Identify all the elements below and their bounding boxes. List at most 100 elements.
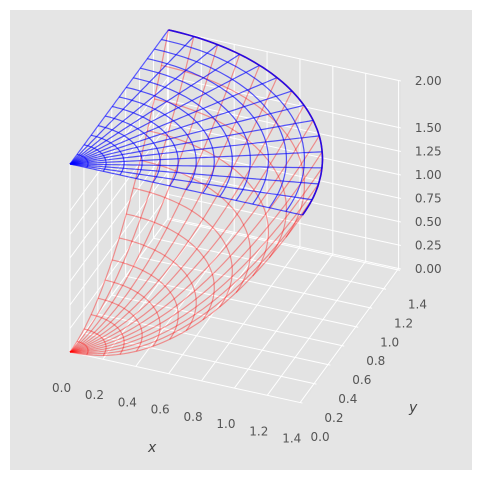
radial-line xyxy=(69,183,320,354)
radial-line xyxy=(69,199,313,355)
circle-line xyxy=(76,340,89,356)
floor-grid-y xyxy=(111,294,345,347)
floor-grid-x xyxy=(233,253,334,389)
radial-line xyxy=(69,151,323,165)
x-tick-label: 1.0 xyxy=(216,417,235,431)
radial-line xyxy=(69,44,219,165)
circle-line xyxy=(147,130,270,277)
radial-line xyxy=(69,64,260,165)
radial-line xyxy=(69,29,169,165)
radial-line xyxy=(69,104,305,165)
y-tick-label: 1.4 xyxy=(408,297,427,311)
back-grid-z xyxy=(168,76,402,129)
radial-line xyxy=(69,163,303,216)
y-axis-label: y xyxy=(408,400,418,416)
y-tick-label: 0.2 xyxy=(324,411,343,425)
floor-grid-x xyxy=(201,246,301,382)
radial-line xyxy=(69,151,323,353)
z-tick-label: 0.50 xyxy=(415,215,442,229)
circle-line xyxy=(119,237,197,331)
floor-grid-y xyxy=(167,218,401,271)
back-grid-z xyxy=(168,193,402,246)
surface-plane xyxy=(69,29,324,216)
floor-grid-y xyxy=(125,275,359,328)
radial-line xyxy=(69,163,323,169)
left-grid-z xyxy=(69,147,169,282)
radial-line xyxy=(69,77,278,353)
floor-grid-x xyxy=(168,239,268,374)
radial-line xyxy=(69,120,314,353)
radial-line xyxy=(69,163,313,201)
radial-line xyxy=(69,36,195,353)
x-tick-label: 0.2 xyxy=(85,388,104,402)
circle-line xyxy=(105,279,161,347)
radial-line xyxy=(69,44,219,353)
floor-grid-x xyxy=(102,224,202,360)
circle-line xyxy=(90,314,125,355)
y-tick-label: 0.0 xyxy=(311,430,330,444)
radial-line xyxy=(69,105,305,353)
left-grid-z xyxy=(69,123,169,259)
radial-line xyxy=(69,53,241,165)
floor-grid-y xyxy=(153,237,387,290)
y-tick-label: 1.2 xyxy=(394,316,413,330)
back-grid-z xyxy=(168,29,402,82)
circle-line xyxy=(161,64,305,238)
radial-line xyxy=(69,36,195,165)
floor-grid-x xyxy=(266,260,367,396)
floor-grid-y xyxy=(83,332,317,385)
y-tick-label: 1.0 xyxy=(380,335,399,349)
z-tick-label: 2.00 xyxy=(415,74,442,88)
left-grid-z xyxy=(69,217,169,353)
radial-line xyxy=(69,119,314,165)
radial-line xyxy=(69,214,303,357)
tick-labels: 0.0 0.2 0.4 0.6 0.8 1.0 1.2 1.4 0.0 0.2 0.4 0.6 0.8 1… xyxy=(52,74,442,446)
circle-line xyxy=(112,259,179,340)
floor-grid-y xyxy=(139,256,373,309)
x-tick-label: 1.2 xyxy=(249,424,268,438)
back-grid-z xyxy=(168,123,402,176)
back-grid-z xyxy=(168,217,402,270)
radial-line xyxy=(69,135,320,353)
radial-line xyxy=(69,90,293,353)
floor-grid-y xyxy=(97,313,331,366)
z-tick-label: 0.75 xyxy=(415,192,442,206)
radial-line xyxy=(70,167,323,353)
x-tick-label: 0.6 xyxy=(151,403,170,417)
floor-grid-y xyxy=(69,351,303,404)
z-tick-label: 1.50 xyxy=(415,121,442,135)
circle-line xyxy=(83,328,107,356)
circle-line xyxy=(133,187,233,308)
x-tick-label: 0.4 xyxy=(118,395,137,409)
surface-paraboloid xyxy=(69,29,324,357)
z-tick-label: 0.00 xyxy=(415,262,442,276)
circle-line xyxy=(154,98,287,258)
y-tick-label: 0.6 xyxy=(352,373,371,387)
floor-grid-x xyxy=(299,268,399,403)
z-tick-label: 1.25 xyxy=(415,145,442,159)
y-tick-label: 0.4 xyxy=(338,392,357,406)
z-tick-label: 1.00 xyxy=(415,168,442,182)
circle-line xyxy=(97,297,143,352)
radial-line xyxy=(69,29,169,353)
radial-line xyxy=(69,77,278,165)
radial-line xyxy=(69,90,293,165)
surfaces xyxy=(69,29,324,357)
radial-line xyxy=(69,54,241,353)
x-tick-label: 0.0 xyxy=(52,381,71,395)
x-axis-label: x xyxy=(147,440,157,456)
floor xyxy=(70,217,401,404)
y-tick-label: 0.8 xyxy=(366,354,385,368)
x-tick-label: 1.4 xyxy=(282,432,301,446)
circle-line xyxy=(126,213,215,321)
floor-grid-x xyxy=(135,232,235,367)
back-grid-z xyxy=(168,170,402,223)
radial-line xyxy=(69,163,319,185)
z-tick-label: 0.25 xyxy=(415,239,442,253)
radial-line xyxy=(69,135,320,165)
x-tick-label: 0.8 xyxy=(184,410,203,424)
left-grid-z xyxy=(69,170,169,306)
left-grid-z xyxy=(69,194,169,329)
